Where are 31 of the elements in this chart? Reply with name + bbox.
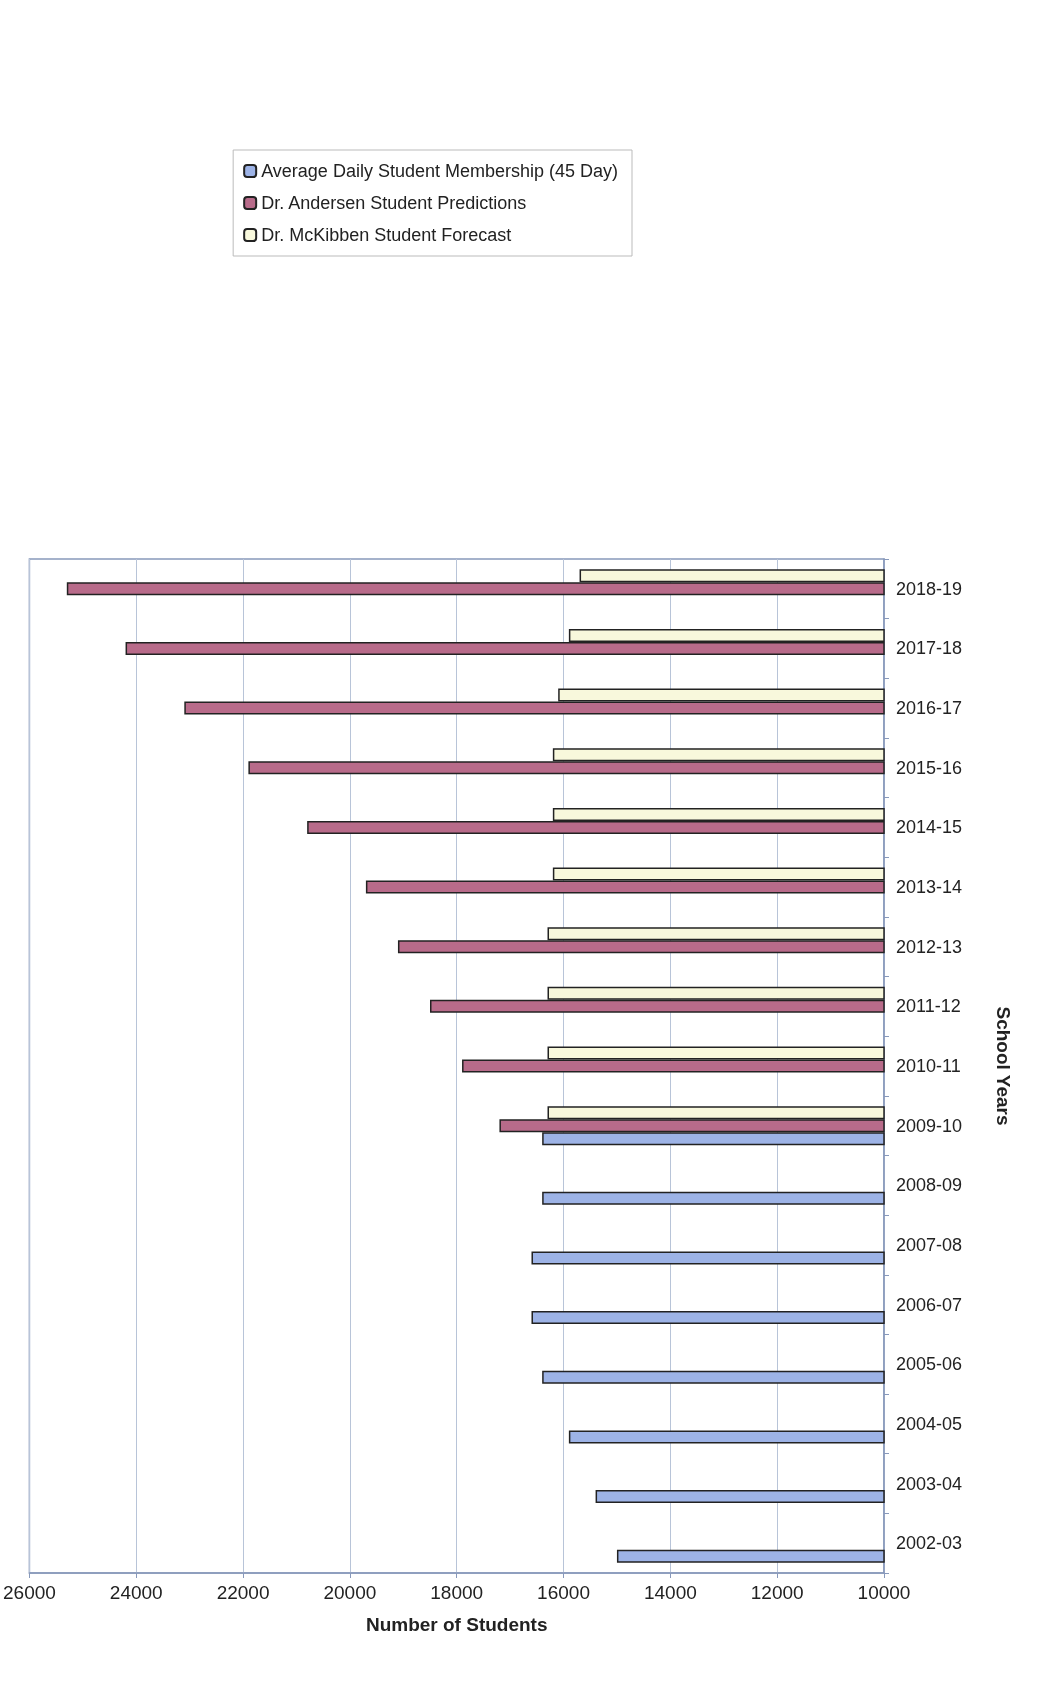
x-tick-label: 16000: [537, 1582, 590, 1603]
y-tick-label: 2002-03: [896, 1533, 963, 1554]
x-tick-label: 26000: [3, 1582, 56, 1603]
y-tick-label: 2004-05: [896, 1413, 963, 1434]
y-tick-label: 2008-09: [896, 1175, 963, 1196]
y-tick-label: 2003-04: [896, 1473, 963, 1494]
x-axis-title: Number of Students: [365, 1614, 548, 1635]
y-tick-label: 2014-15: [896, 817, 963, 838]
y-tick-label: 2009-10: [896, 1115, 963, 1136]
y-tick-label: 2007-08: [896, 1234, 963, 1255]
x-tick-label: 18000: [430, 1582, 484, 1603]
x-tick-label: 14000: [643, 1582, 697, 1603]
y-tick-label: 2012-13: [896, 936, 963, 957]
x-tick-label: 10000: [857, 1582, 911, 1603]
y-axis-title: School Years: [993, 1006, 1014, 1126]
y-tick-label: 2006-07: [896, 1294, 963, 1315]
y-tick-label: 2017-18: [896, 638, 963, 659]
legend-label: Dr. McKibben Student Forecast: [261, 225, 512, 245]
x-tick-label: 22000: [216, 1582, 270, 1603]
y-tick-label: 2015-16: [896, 757, 963, 778]
y-tick-label: 2010-11: [896, 1056, 961, 1076]
legend-label: Dr. Andersen Student Predictions: [261, 193, 527, 213]
legend-label: Average Daily Student Membership (45 Day): [261, 161, 619, 181]
y-tick-label: 2018-19: [896, 578, 963, 599]
y-tick-label: 2011-12: [896, 996, 961, 1017]
y-tick-label: 2013-14: [896, 877, 963, 898]
x-tick-label: 12000: [750, 1582, 804, 1603]
x-tick-label: 20000: [323, 1582, 377, 1603]
y-tick-label: 2005-06: [896, 1354, 963, 1375]
x-tick-label: 24000: [109, 1582, 163, 1603]
y-tick-label: 2016-17: [896, 698, 963, 719]
